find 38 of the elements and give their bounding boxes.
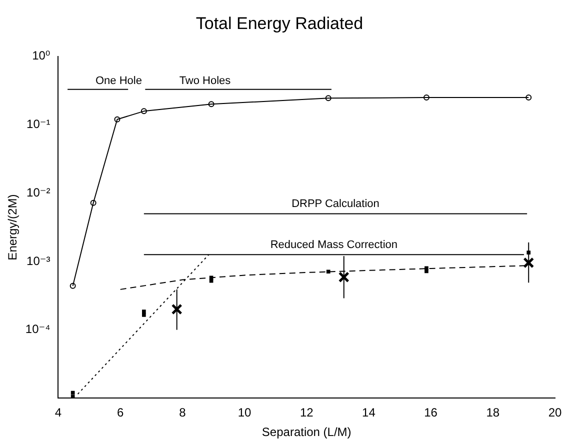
x-tick-label: 14 [362, 406, 376, 420]
x-tick-label: 18 [486, 406, 500, 420]
x-tick-label: 10 [238, 406, 252, 420]
x-tick-label: 20 [548, 406, 562, 420]
y-axis-title: Energy/(2M) [6, 194, 20, 260]
x-tick-label: 4 [54, 406, 62, 420]
point [70, 282, 76, 289]
x-tick-label: 8 [179, 406, 186, 420]
y-tick-label: 10⁻⁴ [25, 322, 50, 336]
chart-title: Total Energy Radiated [196, 14, 364, 33]
annotation: Two Holes [179, 74, 232, 87]
point [424, 269, 428, 274]
point [325, 95, 332, 102]
point [142, 310, 146, 314]
series-label: Reduced Mass Correction [270, 239, 398, 252]
point [140, 108, 147, 114]
point [142, 313, 146, 317]
point [338, 272, 350, 283]
point [423, 94, 430, 101]
y-tick-label: 10⁰ [32, 48, 50, 63]
series-label: DRPP Calculation [292, 198, 380, 210]
point [114, 116, 120, 122]
point [208, 101, 214, 108]
point [90, 200, 96, 206]
point [326, 270, 330, 274]
x-tick-label: 12 [300, 406, 314, 420]
y-tick-label: 10⁻³ [26, 254, 50, 268]
annotation: One Hole [95, 74, 142, 87]
x-axis-title: Separation (L/M) [262, 425, 352, 440]
point [523, 257, 534, 268]
y-tick-label: 10⁻¹ [26, 117, 50, 132]
x-tick-label: 6 [116, 406, 124, 420]
y-tick-label: 10⁻² [26, 185, 50, 200]
point [209, 278, 214, 283]
point [526, 94, 532, 101]
point [424, 266, 428, 270]
point [171, 304, 182, 315]
x-tick-label: 16 [424, 406, 438, 420]
